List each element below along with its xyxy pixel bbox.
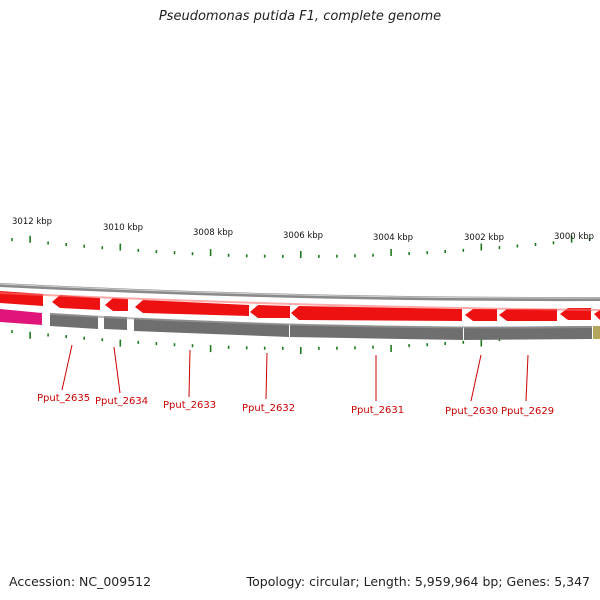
- olive-feature[interactable]: [593, 326, 600, 339]
- grey-segment-5[interactable]: [464, 326, 592, 340]
- scale-labels: 3012 kbp 3010 kbp 3008 kbp 3006 kbp 3004…: [12, 217, 594, 243]
- grey-segment-3[interactable]: [134, 318, 289, 337]
- grey-segment-2[interactable]: [104, 316, 127, 330]
- leader-pput-2632: [265, 352, 268, 400]
- gene-arrow-pput-2629[interactable]: [499, 309, 557, 321]
- gene-arrow-right-stub[interactable]: [594, 310, 600, 320]
- gene-label-pput-2634[interactable]: Pput_2634: [95, 396, 148, 407]
- gene-labels: Pput_2635 Pput_2634 Pput_2633 Pput_2632 …: [37, 393, 554, 417]
- map-title: Pseudomonas putida F1, complete genome: [158, 9, 442, 24]
- pink-feature[interactable]: [0, 309, 42, 325]
- gene-label-pput-2631[interactable]: Pput_2631: [351, 405, 404, 416]
- grey-segment-4[interactable]: [290, 324, 463, 340]
- gene-arrow-pput-2631[interactable]: [291, 306, 462, 321]
- gene-label-pput-2632[interactable]: Pput_2632: [242, 403, 295, 414]
- scale-label-3000: 3000 kbp: [554, 232, 594, 242]
- leader-pput-2634: [113, 346, 121, 394]
- scale-label-3004: 3004 kbp: [373, 233, 413, 243]
- scale-ticks-top: [11, 235, 591, 258]
- gene-label-pput-2635[interactable]: Pput_2635: [37, 393, 90, 404]
- backbone-outer: [0, 283, 600, 302]
- gene-arrow-pput-2634[interactable]: [105, 298, 128, 311]
- gene-arrow-pput-2630[interactable]: [465, 309, 497, 321]
- gene-label-pput-2630[interactable]: Pput_2630: [445, 406, 498, 417]
- gene-arrow-pput-2632[interactable]: [250, 305, 290, 318]
- gene-label-pput-2633[interactable]: Pput_2633: [163, 400, 216, 411]
- gene-arrow-pput-2633[interactable]: [135, 300, 249, 316]
- leader-pput-2635: [61, 344, 73, 391]
- leader-pput-2630: [470, 354, 482, 402]
- gene-arrow-highlight: [0, 292, 600, 311]
- grey-track-highlight: [49, 313, 593, 329]
- scale-label-3012: 3012 kbp: [12, 217, 52, 227]
- gene-arrow-pput-2635[interactable]: [52, 295, 100, 310]
- backbone-outer-highlight: [0, 283, 600, 299]
- gene-label-pput-2629[interactable]: Pput_2629: [501, 406, 554, 417]
- gene-label-leaders: [61, 344, 529, 402]
- gene-arrow-right-edge[interactable]: [560, 308, 591, 320]
- leader-pput-2629: [525, 354, 529, 402]
- gene-arrow-track: [0, 291, 600, 321]
- scale-label-3010: 3010 kbp: [103, 223, 143, 233]
- scale-label-3006: 3006 kbp: [283, 231, 323, 241]
- scale-label-3002: 3002 kbp: [464, 233, 504, 243]
- accession-label: Accession: NC_009512: [9, 574, 152, 589]
- gene-grey-track: [0, 309, 600, 340]
- leader-pput-2633: [188, 349, 191, 398]
- scale-label-3008: 3008 kbp: [193, 228, 233, 238]
- genome-summary: Topology: circular; Length: 5,959,964 bp…: [246, 574, 590, 589]
